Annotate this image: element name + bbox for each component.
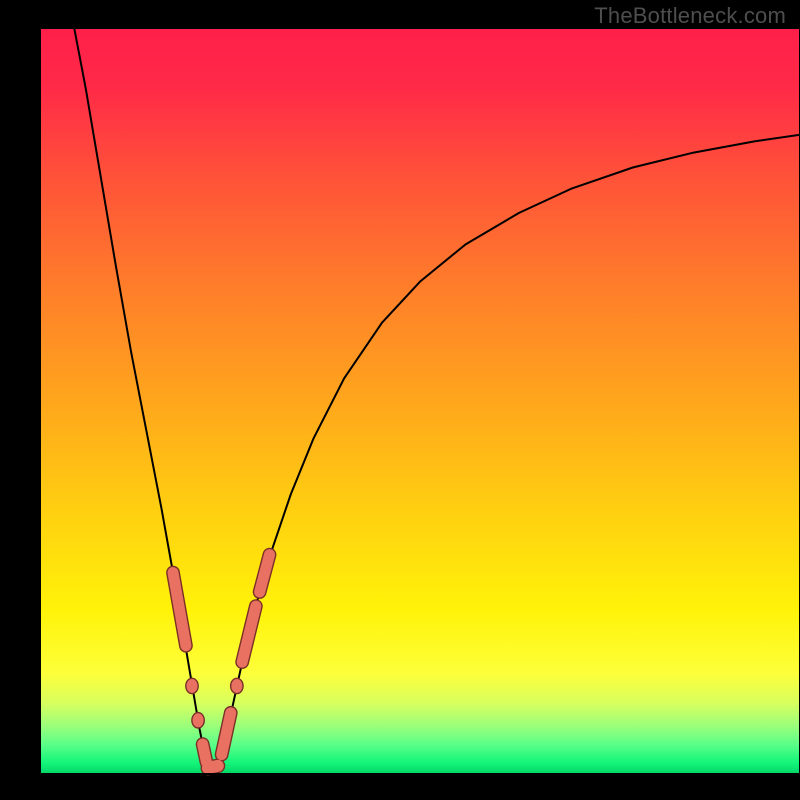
curve-marker: [231, 679, 242, 693]
curve-marker: [193, 713, 204, 727]
bottleneck-curve-svg: [0, 0, 800, 800]
curve-marker: [208, 766, 218, 768]
plot-gradient: [40, 28, 800, 774]
curve-marker: [187, 679, 198, 693]
curve-marker: [203, 744, 207, 762]
chart-stage: TheBottleneck.com: [0, 0, 800, 800]
